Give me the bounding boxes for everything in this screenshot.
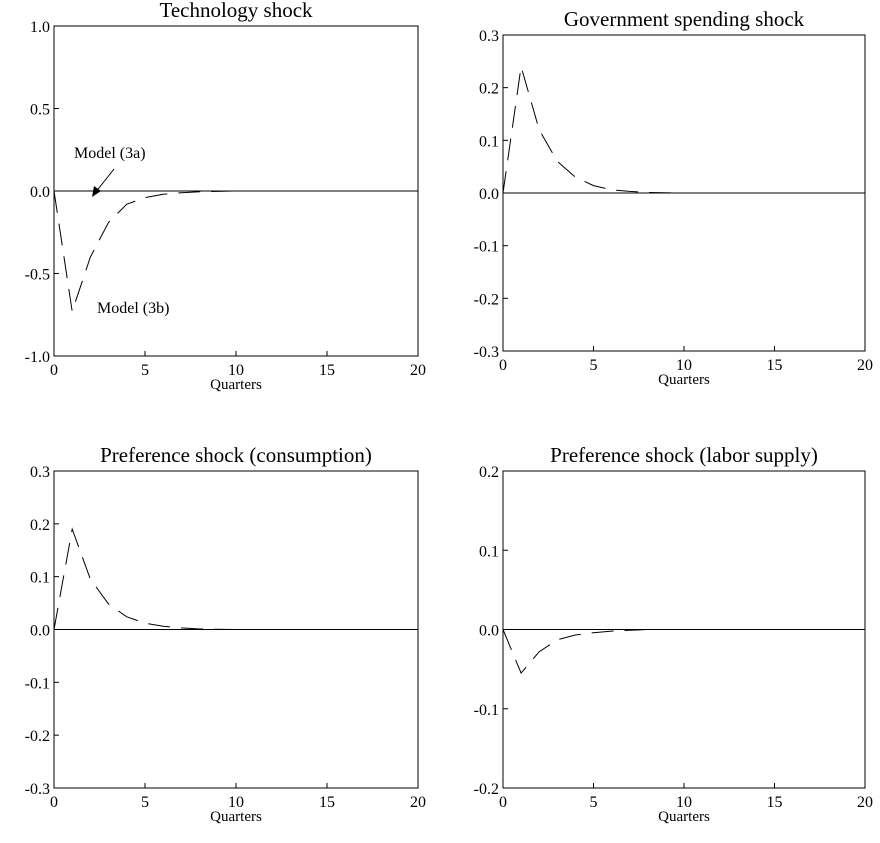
x-tick-label: 15 xyxy=(767,357,783,374)
x-tick-label: 5 xyxy=(590,794,598,811)
y-tick-label: 0.1 xyxy=(479,133,499,150)
y-tick-label: 0.2 xyxy=(479,464,499,481)
chart-title: Government spending shock xyxy=(564,7,805,31)
annotation-model-3b: Model (3b) xyxy=(97,300,169,317)
y-tick-label: -0.2 xyxy=(474,781,499,798)
y-tick-label: -0.3 xyxy=(474,344,499,361)
series-line-dashed xyxy=(53,190,418,312)
chart-title: Preference shock (labor supply) xyxy=(550,443,818,467)
y-tick-label: -0.1 xyxy=(474,239,499,256)
x-tick-label: 15 xyxy=(319,362,335,379)
y-tick-label: 0.1 xyxy=(479,543,499,560)
chart-panel-4: Preference shock (labor supply) 0.2 0.1 0.0… xyxy=(474,443,873,825)
x-tick-label: 5 xyxy=(590,357,598,374)
y-tick-label: 0.2 xyxy=(479,81,499,98)
x-axis-label: Quarters xyxy=(658,372,710,388)
series-line-dashed xyxy=(502,66,865,194)
x-tick-label: 0 xyxy=(499,357,507,374)
x-tick-label: 15 xyxy=(319,794,335,811)
y-tick-label: 0.3 xyxy=(479,28,499,45)
annotation-arrow-head xyxy=(92,186,101,197)
series-line-dashed xyxy=(53,527,418,630)
y-tick-label: -0.2 xyxy=(25,728,50,745)
x-tick-label: 10 xyxy=(228,362,244,379)
y-tick-label: 0.0 xyxy=(30,184,50,201)
x-tick-label: 15 xyxy=(767,794,783,811)
x-tick-label: 0 xyxy=(50,794,58,811)
y-tick-label: 0.0 xyxy=(479,186,499,203)
y-tick-label: 0.3 xyxy=(30,464,50,481)
annotation-model-3a: Model (3a) xyxy=(74,145,146,162)
chart-title: Preference shock (consumption) xyxy=(100,443,372,467)
y-tick-label: 0.1 xyxy=(30,570,50,587)
y-tick-label: -0.5 xyxy=(25,267,50,284)
x-tick-label: 0 xyxy=(50,362,58,379)
x-tick-label: 20 xyxy=(410,362,426,379)
x-tick-label: 20 xyxy=(857,794,873,811)
x-axis-label: Quarters xyxy=(658,809,710,825)
y-tick-label: -0.2 xyxy=(474,291,499,308)
y-tick-label: -0.1 xyxy=(25,675,50,692)
x-tick-label: 5 xyxy=(141,794,149,811)
x-tick-label: 10 xyxy=(676,794,692,811)
x-tick-label: 20 xyxy=(857,357,873,374)
chart-panel-2: Government spending shock 0.3 0.2 0.1 0.0 -0.… xyxy=(474,7,873,388)
y-tick-label: 0.5 xyxy=(30,102,50,119)
x-tick-label: 10 xyxy=(228,794,244,811)
x-tick-label: 0 xyxy=(499,794,507,811)
y-tick-label: 1.0 xyxy=(30,19,50,36)
x-tick-label: 20 xyxy=(410,794,426,811)
chart-title: Technology shock xyxy=(159,0,313,22)
series-line-dashed xyxy=(502,629,865,675)
y-tick-label: 0.0 xyxy=(30,623,50,640)
y-tick-label: -0.3 xyxy=(25,781,50,798)
y-tick-label: -0.1 xyxy=(474,702,499,719)
x-tick-label: 10 xyxy=(676,357,692,374)
x-axis-label: Quarters xyxy=(210,809,262,825)
y-tick-label: -1.0 xyxy=(25,349,50,366)
chart-panel-3: Preference shock (consumption) 0.3 0.2 0.1 0… xyxy=(25,443,426,825)
y-tick-label: 0.0 xyxy=(479,623,499,640)
y-tick-label: 0.2 xyxy=(30,517,50,534)
x-axis-label: Quarters xyxy=(210,377,262,393)
chart-panel-1: Technology shock 1.0 0.5 0.0 -0.5 -1.00 5 10 15 2… xyxy=(25,0,426,393)
x-tick-label: 5 xyxy=(141,362,149,379)
